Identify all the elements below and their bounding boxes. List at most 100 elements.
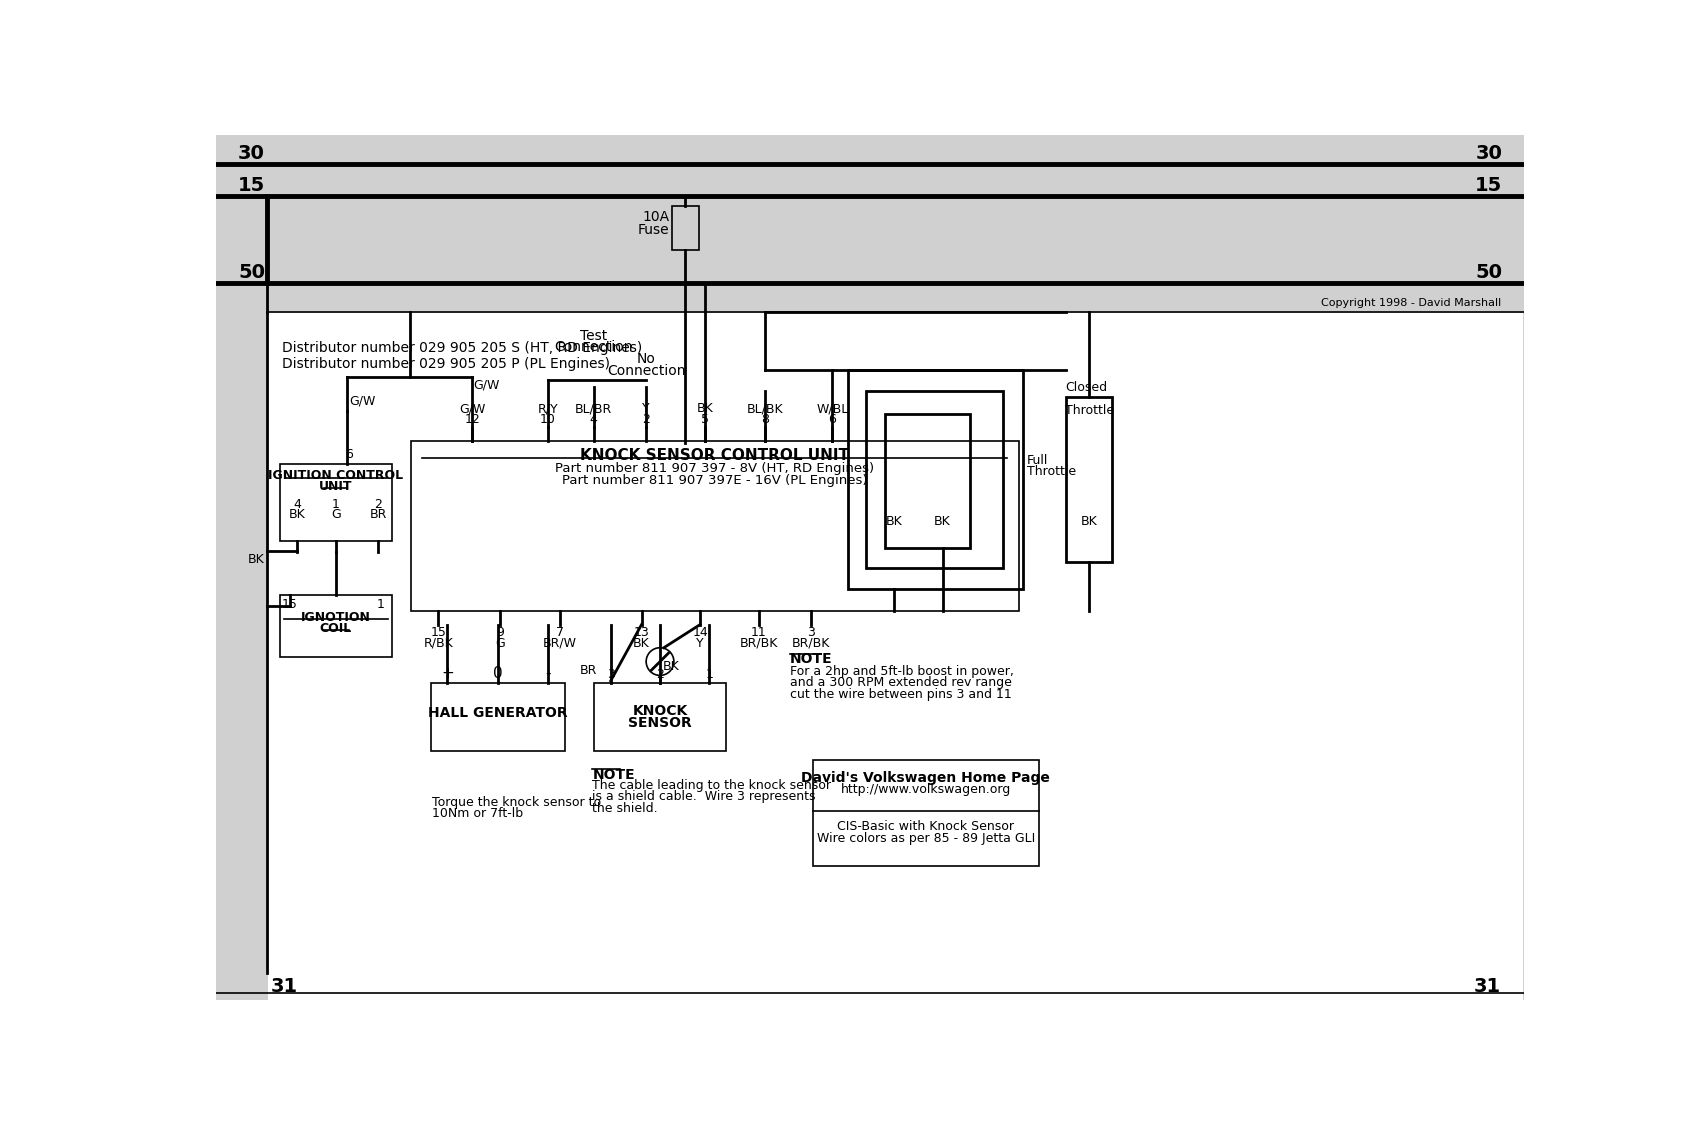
Text: IGNOTION: IGNOTION: [301, 610, 370, 624]
Text: Full: Full: [1027, 454, 1048, 468]
Text: Fuse: Fuse: [638, 223, 669, 237]
Text: 31: 31: [270, 977, 297, 996]
Text: http://www.volkswagen.org: http://www.volkswagen.org: [841, 783, 1010, 796]
Text: Test: Test: [581, 329, 608, 343]
Text: BK: BK: [248, 553, 265, 566]
Text: 1: 1: [705, 668, 713, 681]
Text: R/Y: R/Y: [537, 402, 559, 415]
Text: 10A: 10A: [642, 210, 669, 225]
Text: BK: BK: [664, 660, 679, 672]
Text: BK: BK: [934, 515, 951, 528]
Text: BR: BR: [370, 508, 387, 522]
Text: 15: 15: [238, 176, 265, 194]
Text: 14: 14: [693, 626, 708, 640]
Text: BL/BR: BL/BR: [576, 402, 613, 415]
Text: 7: 7: [555, 626, 564, 640]
Text: COIL: COIL: [319, 622, 351, 635]
Text: 2: 2: [655, 668, 664, 681]
Text: 6: 6: [345, 448, 353, 461]
Text: Torque the knock sensor to: Torque the knock sensor to: [431, 796, 601, 808]
Text: 2: 2: [374, 498, 382, 511]
Text: IGNITION CONTROL: IGNITION CONTROL: [268, 469, 404, 482]
Text: -: -: [545, 665, 550, 681]
Text: 12: 12: [464, 413, 481, 426]
Text: 0: 0: [492, 665, 503, 681]
Text: The cable leading to the knock sensor: The cable leading to the knock sensor: [593, 779, 832, 791]
Text: W/BL: W/BL: [817, 402, 849, 415]
Bar: [594, 683, 727, 751]
Text: Wire colors as per 85 - 89 Jetta GLI: Wire colors as per 85 - 89 Jetta GLI: [817, 832, 1034, 845]
Text: and a 300 RPM extended rev range: and a 300 RPM extended rev range: [790, 677, 1012, 689]
Bar: [431, 683, 564, 751]
Text: 8: 8: [761, 413, 769, 426]
Text: G/W: G/W: [474, 379, 499, 392]
Text: 4: 4: [294, 498, 301, 511]
Text: UNIT: UNIT: [319, 480, 353, 492]
Bar: [411, 442, 1019, 610]
Text: Copyright 1998 - David Marshall: Copyright 1998 - David Marshall: [1321, 298, 1501, 308]
Bar: [1066, 397, 1112, 562]
Text: 1: 1: [331, 498, 340, 511]
Text: BK: BK: [1080, 515, 1097, 528]
Bar: [280, 596, 392, 656]
Text: KNOCK: KNOCK: [632, 704, 688, 718]
Text: 6: 6: [829, 413, 837, 426]
Text: 5: 5: [701, 413, 708, 426]
Text: Part number 811 907 397 - 8V (HT, RD Engines): Part number 811 907 397 - 8V (HT, RD Eng…: [555, 462, 874, 475]
Text: BK: BK: [633, 637, 650, 650]
Text: R/BK: R/BK: [423, 637, 453, 650]
Text: Distributor number 029 905 205 P (PL Engines): Distributor number 029 905 205 P (PL Eng…: [282, 356, 610, 371]
Text: Distributor number 029 905 205 S (HT, RD Engines): Distributor number 029 905 205 S (HT, RD…: [282, 342, 642, 355]
Text: 11: 11: [751, 626, 766, 640]
Text: G/W: G/W: [458, 402, 486, 415]
Text: BR/BK: BR/BK: [739, 637, 778, 650]
Text: NOTE: NOTE: [790, 652, 832, 667]
Text: 3: 3: [807, 626, 815, 640]
Text: Throttle: Throttle: [1027, 465, 1075, 478]
Text: 30: 30: [1476, 144, 1503, 163]
Text: G: G: [331, 508, 341, 522]
Text: 50: 50: [238, 263, 265, 282]
Text: BK: BK: [289, 508, 306, 522]
Text: 15: 15: [282, 598, 297, 610]
Bar: [885, 414, 970, 549]
Text: 2: 2: [642, 413, 650, 426]
Text: BK: BK: [696, 402, 713, 415]
Text: 31: 31: [1474, 977, 1501, 996]
Text: Y: Y: [696, 637, 705, 650]
Text: BK: BK: [886, 515, 902, 528]
Text: G: G: [496, 637, 504, 650]
Bar: [672, 206, 700, 251]
Text: 4: 4: [589, 413, 598, 426]
Text: David's Volkswagen Home Page: David's Volkswagen Home Page: [801, 771, 1049, 785]
Text: BR/W: BR/W: [543, 637, 577, 650]
Text: For a 2hp and 5ft-lb boost in power,: For a 2hp and 5ft-lb boost in power,: [790, 664, 1014, 678]
Text: 9: 9: [496, 626, 504, 640]
Text: 30: 30: [238, 144, 265, 163]
Text: the shield.: the shield.: [593, 801, 657, 815]
Text: Throttle: Throttle: [1065, 405, 1114, 417]
Text: BL/BK: BL/BK: [747, 402, 783, 415]
Text: NOTE: NOTE: [593, 768, 635, 782]
Bar: [813, 760, 1039, 867]
Text: +: +: [441, 665, 453, 681]
Text: SENSOR: SENSOR: [628, 716, 691, 731]
Text: Connection: Connection: [606, 363, 686, 378]
Text: Y: Y: [642, 402, 650, 415]
Bar: [280, 464, 392, 542]
Bar: [866, 391, 1004, 568]
Text: Connection: Connection: [555, 341, 633, 354]
Text: BR: BR: [579, 664, 598, 677]
Text: No: No: [637, 352, 655, 366]
Text: 13: 13: [633, 626, 649, 640]
Text: Closed: Closed: [1065, 381, 1107, 393]
Text: 10Nm or 7ft-lb: 10Nm or 7ft-lb: [431, 807, 523, 821]
Text: 10: 10: [540, 413, 555, 426]
Text: 50: 50: [1476, 263, 1503, 282]
Text: 3: 3: [606, 668, 615, 681]
Text: is a shield cable.  Wire 3 represents: is a shield cable. Wire 3 represents: [593, 790, 815, 804]
Text: Part number 811 907 397E - 16V (PL Engines): Part number 811 907 397E - 16V (PL Engin…: [562, 474, 868, 488]
Bar: [847, 370, 1024, 589]
Text: CIS-Basic with Knock Sensor: CIS-Basic with Knock Sensor: [837, 821, 1014, 833]
Text: cut the wire between pins 3 and 11: cut the wire between pins 3 and 11: [790, 688, 1012, 700]
